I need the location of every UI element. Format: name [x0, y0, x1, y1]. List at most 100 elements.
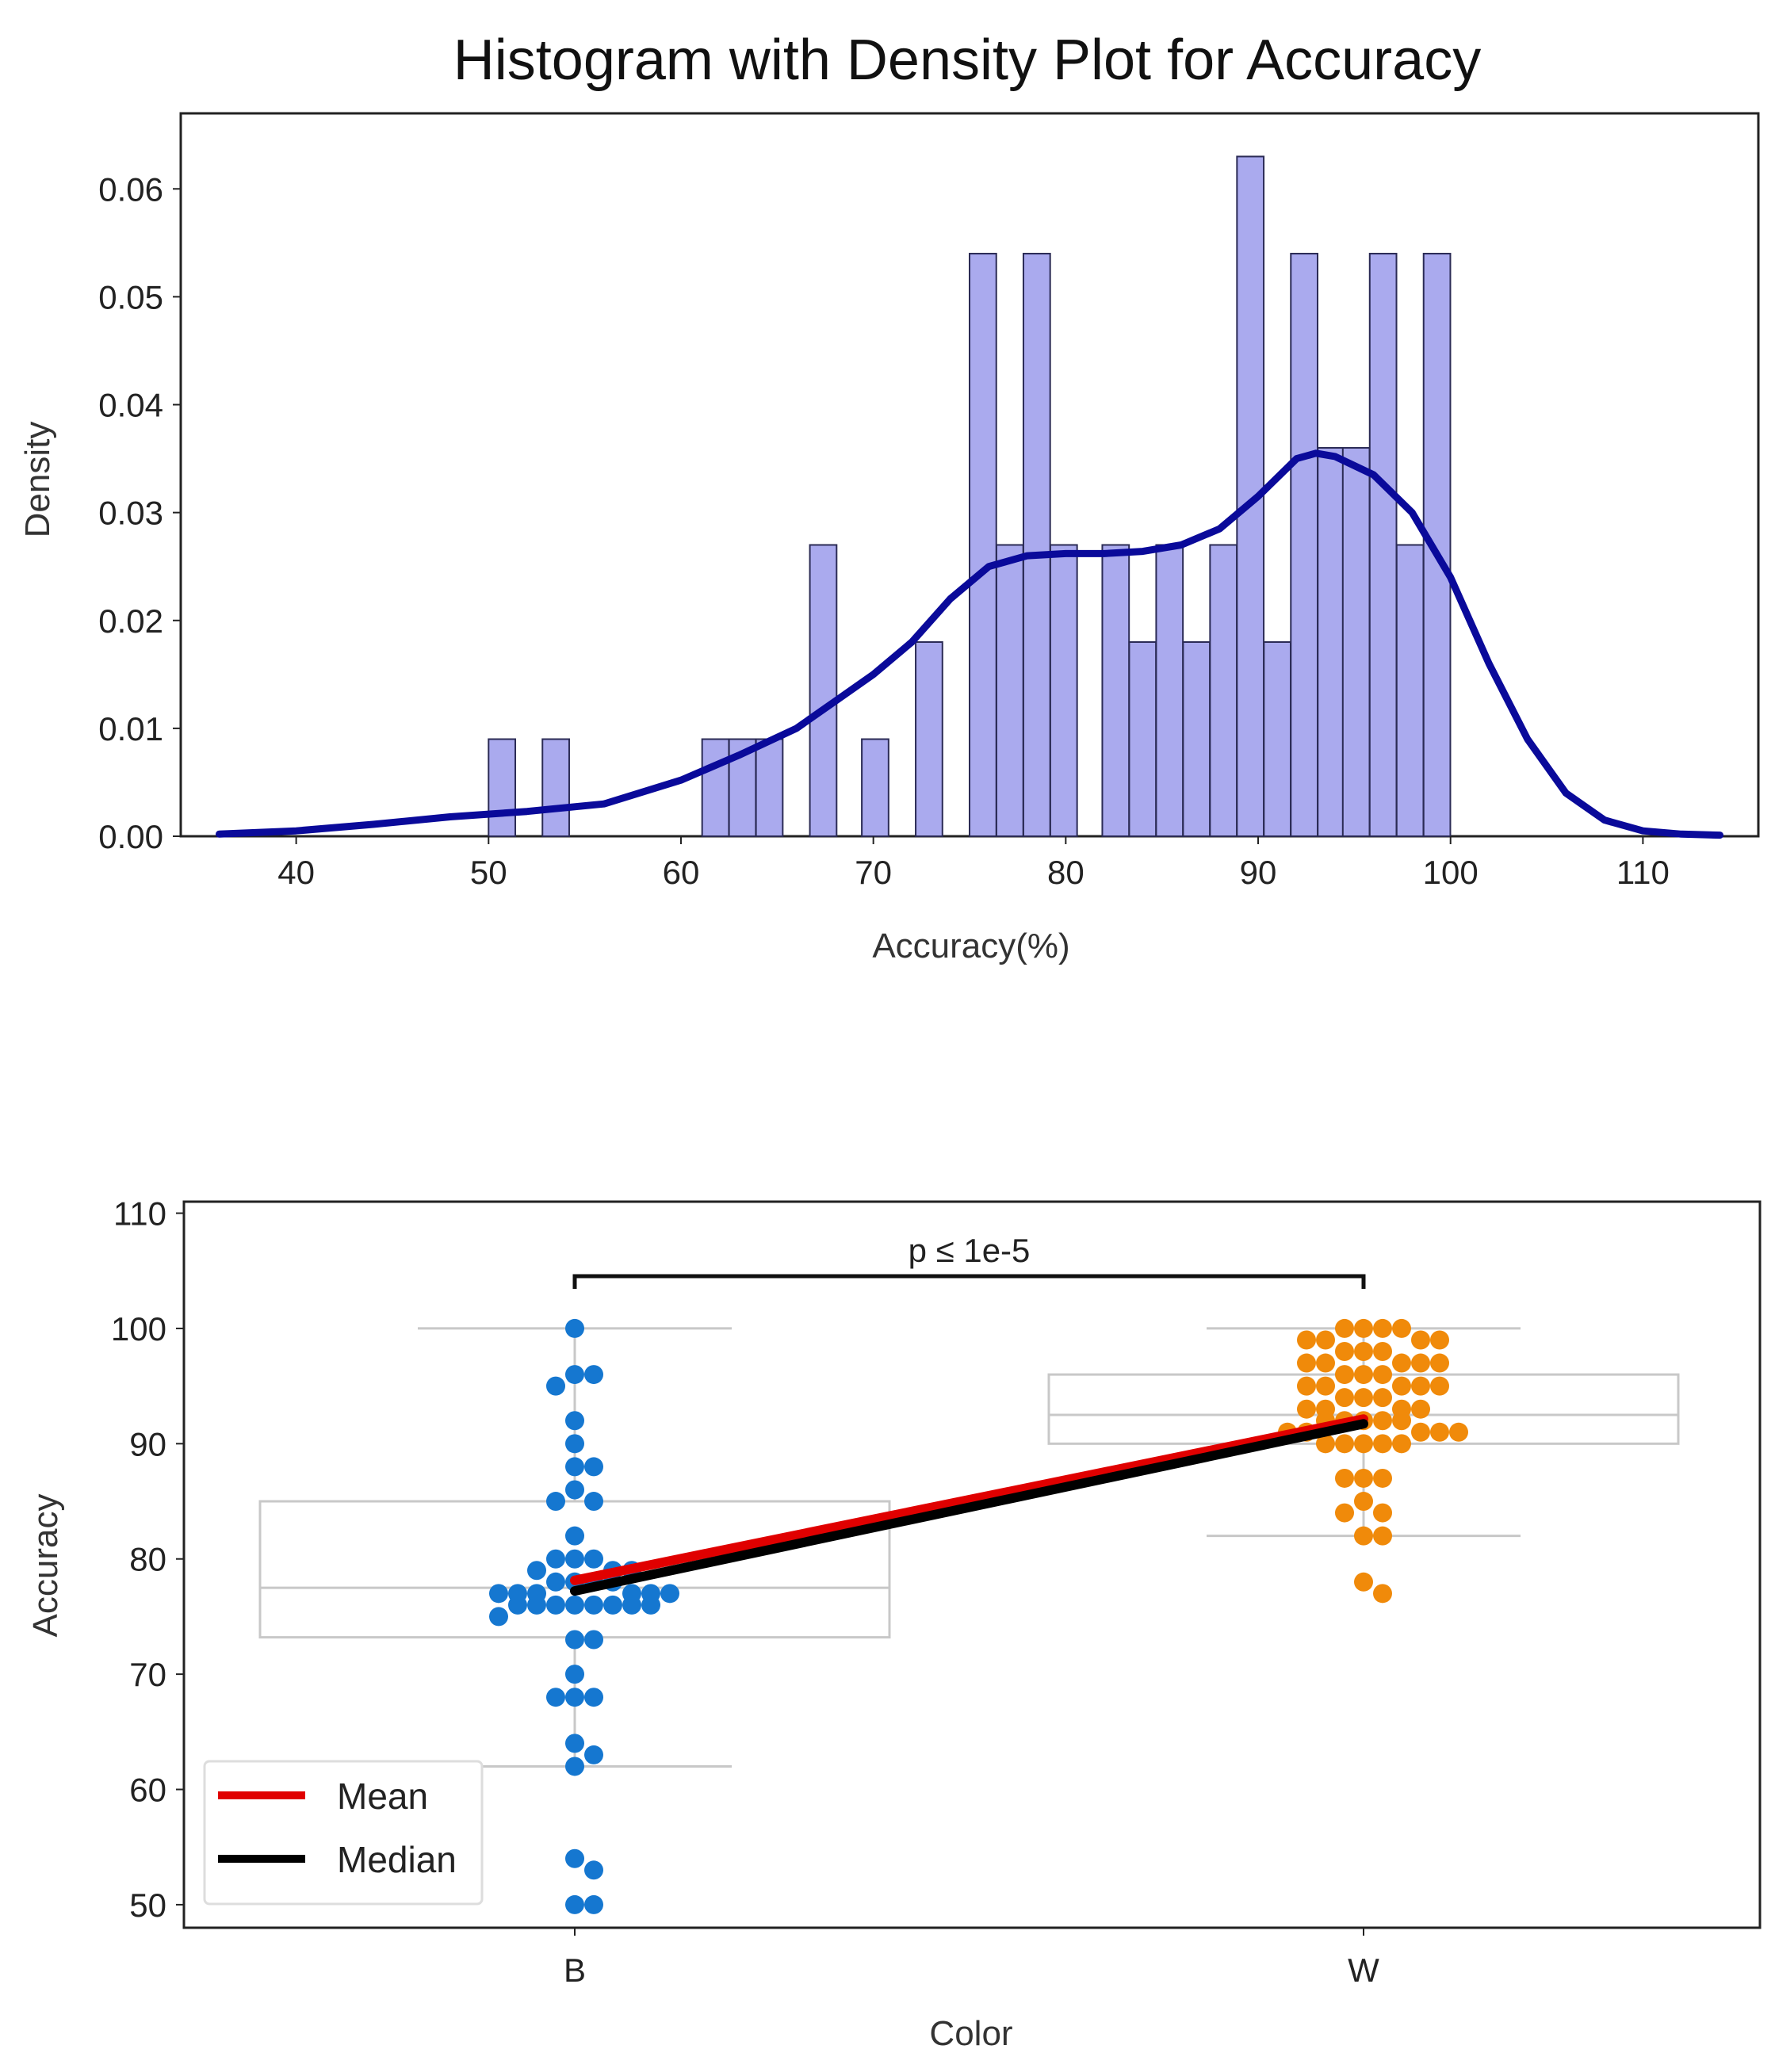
- swarm-point: [584, 1860, 603, 1880]
- swarm-point: [1297, 1399, 1316, 1419]
- swarm-point: [1354, 1526, 1373, 1546]
- swarm-point: [1354, 1572, 1373, 1592]
- swarm-point: [489, 1607, 508, 1627]
- swarm-point: [1430, 1376, 1449, 1396]
- swarm-point: [565, 1480, 584, 1500]
- swarm-point: [1392, 1318, 1411, 1338]
- histogram-bar: [1101, 544, 1130, 837]
- swarm-point: [1411, 1376, 1430, 1396]
- swarm-point: [565, 1434, 584, 1454]
- swarm-point: [565, 1734, 584, 1753]
- swarm-point: [565, 1894, 584, 1914]
- swarm-point: [489, 1584, 508, 1604]
- swarm-point: [565, 1757, 584, 1776]
- swarm-point: [1392, 1434, 1411, 1454]
- swarm-point: [565, 1411, 584, 1431]
- histogram-y-tick-label: 0.03: [98, 495, 163, 532]
- histogram-x-tick-label: 70: [855, 854, 892, 891]
- histogram-bar: [1341, 446, 1371, 837]
- swarm-point: [1316, 1434, 1335, 1454]
- swarm-point: [584, 1365, 603, 1385]
- swarm-point: [1335, 1365, 1354, 1385]
- swarm-point: [565, 1365, 584, 1385]
- swarm-point: [603, 1595, 622, 1615]
- swarm-point: [1373, 1342, 1392, 1362]
- swarm-point: [1411, 1399, 1430, 1419]
- histogram-bar: [1155, 544, 1184, 837]
- histogram-chart: Histogram with Density Plot for Accuracy…: [18, 29, 1760, 965]
- box-y-tick-label: 70: [129, 1656, 166, 1693]
- histogram-bar: [488, 738, 517, 838]
- swarm-point: [1430, 1353, 1449, 1373]
- box-x-tick-label: W: [1348, 1952, 1379, 1989]
- histogram-bars: [488, 155, 1452, 838]
- box-y-tick-label: 100: [111, 1310, 166, 1348]
- swarm-point: [1354, 1492, 1373, 1512]
- swarm-point: [1373, 1365, 1392, 1385]
- box-y-tick-label: 60: [129, 1772, 166, 1809]
- histogram-bar: [1368, 252, 1398, 838]
- swarm-point: [1335, 1434, 1354, 1454]
- swarm-point: [565, 1318, 584, 1338]
- swarm-point: [1411, 1422, 1430, 1442]
- swarm-point: [565, 1526, 584, 1546]
- median-line: [570, 1419, 1368, 1596]
- histogram-y-tick-label: 0.06: [98, 170, 163, 208]
- swarm-point: [622, 1595, 641, 1615]
- histogram-bar: [1022, 252, 1051, 838]
- histogram-y-tick-label: 0.05: [98, 278, 163, 315]
- swarm-point: [565, 1688, 584, 1707]
- swarm-point: [508, 1595, 527, 1615]
- histogram-y-ticks: 0.00 0.01 0.02 0.03 0.04 0.05 0.06: [98, 170, 181, 855]
- histogram-x-tick-label: 60: [663, 854, 700, 891]
- swarm-point: [1354, 1342, 1373, 1362]
- histogram-x-tick-label: 90: [1240, 854, 1277, 891]
- histogram-x-tick-label: 50: [470, 854, 507, 891]
- legend-mean-label: Mean: [337, 1776, 428, 1817]
- swarm-point: [584, 1630, 603, 1650]
- swarm-point: [660, 1584, 679, 1604]
- histogram-bar: [701, 738, 730, 838]
- swarm-point: [1373, 1584, 1392, 1604]
- swarm-point: [1354, 1365, 1373, 1385]
- box-y-tick-label: 90: [129, 1425, 166, 1462]
- swarm-point: [1373, 1526, 1392, 1546]
- swarm-point: [1316, 1330, 1335, 1350]
- histogram-y-tick-label: 0.02: [98, 602, 163, 640]
- histogram-bar: [541, 738, 570, 838]
- histogram-bar: [1182, 640, 1211, 837]
- swarm-point: [1373, 1468, 1392, 1488]
- box-y-tick-label: 80: [129, 1541, 166, 1578]
- histogram-x-tick-label: 40: [277, 854, 315, 891]
- swarm-point: [1335, 1503, 1354, 1523]
- swarm-point: [1335, 1388, 1354, 1408]
- swarm-point: [1297, 1376, 1316, 1396]
- legend-median-label: Median: [337, 1839, 457, 1880]
- box-y-ticks: 50 60 70 80 90 100 110: [111, 1195, 184, 1924]
- histogram-bar: [915, 640, 943, 837]
- histogram-x-tick-label: 80: [1047, 854, 1085, 891]
- histogram-bar: [1395, 544, 1425, 837]
- swarm-point: [1392, 1376, 1411, 1396]
- swarm-point: [1392, 1411, 1411, 1431]
- box-y-tick-label: 110: [113, 1195, 166, 1233]
- swarm-point: [1335, 1318, 1354, 1338]
- histogram-x-axis-label: Accuracy(%): [872, 927, 1069, 965]
- swarm-point: [546, 1688, 565, 1707]
- histogram-x-tick-label: 100: [1423, 854, 1479, 891]
- swarm-point: [1430, 1330, 1449, 1350]
- swarm-point: [1297, 1353, 1316, 1373]
- histogram-y-tick-label: 0.00: [98, 818, 163, 855]
- swarm-point: [1354, 1434, 1373, 1454]
- histogram-y-axis-label: Density: [18, 422, 57, 538]
- swarm-point: [1373, 1434, 1392, 1454]
- swarm-point: [584, 1894, 603, 1914]
- histogram-bar: [861, 738, 889, 838]
- swarm-point: [546, 1572, 565, 1592]
- box-x-axis-label: Color: [929, 2014, 1012, 2053]
- swarm-point: [546, 1549, 565, 1569]
- histogram-bar: [1128, 640, 1157, 837]
- box-y-axis-label: Accuracy: [26, 1494, 65, 1638]
